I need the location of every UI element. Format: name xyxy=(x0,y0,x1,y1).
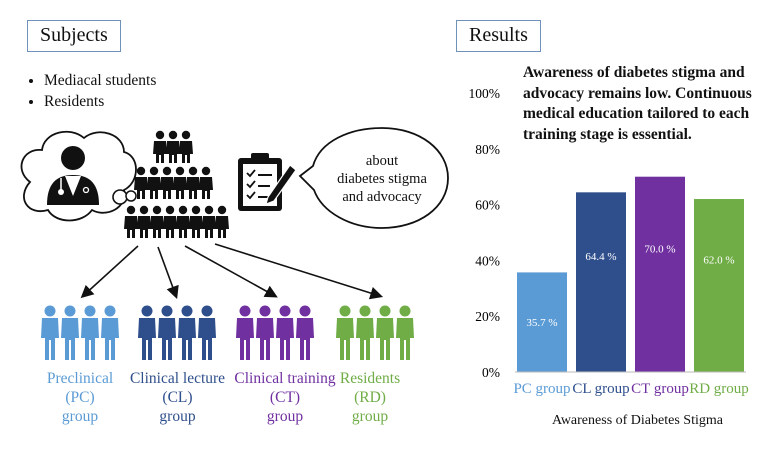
results-title: Results xyxy=(456,20,541,52)
bar-ct-group xyxy=(635,176,685,372)
group-person-icon xyxy=(41,305,59,360)
bar-value-label: 70.0 % xyxy=(644,243,675,255)
y-tick-label: 100% xyxy=(469,86,501,101)
group-label-pc: Preclinical (PC) group xyxy=(46,370,114,425)
subjects-list: Mediacal students Residents xyxy=(22,70,156,112)
group-person-icon xyxy=(236,305,254,360)
group-person-icon xyxy=(276,305,294,360)
x-category-label: RD group xyxy=(689,381,749,397)
bar-value-label: 35.7 % xyxy=(526,317,557,329)
bar-chart: 0% 20% 40% 60% 80% 100% 35.7 % PC group 64.4 % CL… xyxy=(469,86,749,397)
speech-bubble xyxy=(298,127,449,229)
results-conclusion: Awareness of diabetes stigma and advocac… xyxy=(523,64,752,143)
subject-item-students: Mediacal students xyxy=(44,70,156,91)
group-person-icon xyxy=(396,305,414,360)
clipboard-pencil-icon xyxy=(238,153,297,211)
x-category-label: CT group xyxy=(631,381,689,397)
bar-rd-group xyxy=(694,199,744,372)
group-label-rd: Residents (RD) group xyxy=(339,370,401,425)
group-person-icon xyxy=(356,305,374,360)
y-tick-label: 0% xyxy=(482,365,500,380)
chart-x-title: Awareness of Diabetes Stigma xyxy=(552,413,723,428)
group-person-icon xyxy=(336,305,354,360)
group-person-icon xyxy=(61,305,79,360)
x-category-label: PC group xyxy=(513,381,570,397)
group-person-icon xyxy=(158,305,176,360)
arrow-icon xyxy=(184,245,278,298)
group-label-ct: Clinical training (CT) group xyxy=(234,370,336,425)
group-person-icon xyxy=(256,305,274,360)
subject-item-residents: Residents xyxy=(44,91,156,112)
x-category-label: CL group xyxy=(572,381,629,397)
bar-value-label: 64.4 % xyxy=(585,251,616,263)
bar-pc-group xyxy=(517,272,567,372)
bubble-text: about diabetes stigma and advocacy xyxy=(337,153,427,205)
group-label-cl: Clinical lecture (CL) group xyxy=(129,370,226,425)
y-tick-label: 80% xyxy=(475,142,500,157)
people-pyramid-icon xyxy=(124,130,229,238)
bar-cl-group xyxy=(576,192,626,372)
group-person-icon xyxy=(178,305,196,360)
y-tick-label: 20% xyxy=(475,309,500,324)
group-person-icon xyxy=(138,305,156,360)
arrow-icon xyxy=(80,245,139,299)
arrow-icon xyxy=(214,243,384,300)
arrow-icon xyxy=(157,246,179,300)
subjects-title: Subjects xyxy=(27,20,121,52)
group-person-icon xyxy=(198,305,216,360)
group-arrows xyxy=(80,243,384,300)
y-tick-label: 60% xyxy=(475,198,500,213)
group-person-icon xyxy=(376,305,394,360)
group-person-icon xyxy=(81,305,99,360)
y-tick-label: 40% xyxy=(475,253,500,268)
group-person-icon xyxy=(296,305,314,360)
group-people xyxy=(41,305,414,360)
group-person-icon xyxy=(101,305,119,360)
bar-value-label: 62.0 % xyxy=(703,255,734,267)
doctor-icon xyxy=(47,146,99,205)
